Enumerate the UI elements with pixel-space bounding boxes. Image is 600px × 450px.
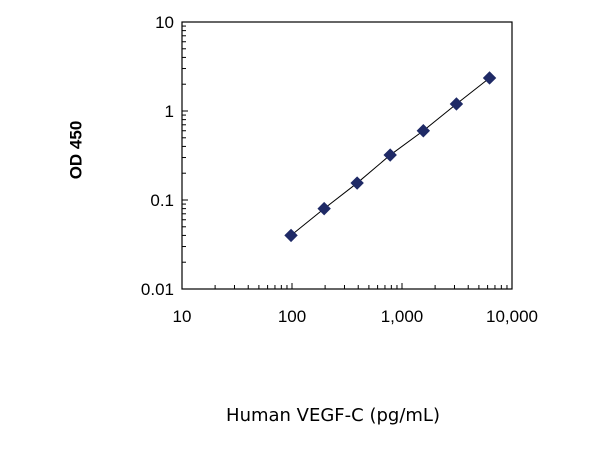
plot-area (181, 21, 513, 290)
data-point (350, 176, 364, 190)
y-tick-label: 1 (165, 102, 174, 121)
y-axis-label: OD 450 (66, 121, 85, 180)
x-tick-label: 1,000 (381, 307, 424, 326)
x-axis-label: Human VEGF-C (pg/mL) (226, 405, 440, 426)
data-point (482, 71, 497, 85)
axis-ticks (181, 25, 508, 290)
x-tick-label: 10 (173, 307, 192, 326)
y-tick-label: 0.1 (150, 191, 174, 210)
x-tick-label: 100 (278, 307, 306, 326)
y-axis-tick-labels: 0.01 0.1 1 10 (141, 13, 174, 299)
data-point (284, 228, 298, 243)
y-tick-label: 0.01 (141, 280, 174, 299)
y-tick-label: 10 (155, 13, 174, 32)
x-tick-label: 10,000 (486, 307, 538, 326)
data-point (416, 124, 431, 138)
data-point (383, 148, 397, 162)
x-axis-tick-labels: 10 100 1,000 10,000 (173, 307, 538, 326)
data-point (449, 97, 464, 111)
plot-border (181, 21, 513, 290)
data-point (317, 201, 331, 216)
data-markers (284, 71, 497, 243)
